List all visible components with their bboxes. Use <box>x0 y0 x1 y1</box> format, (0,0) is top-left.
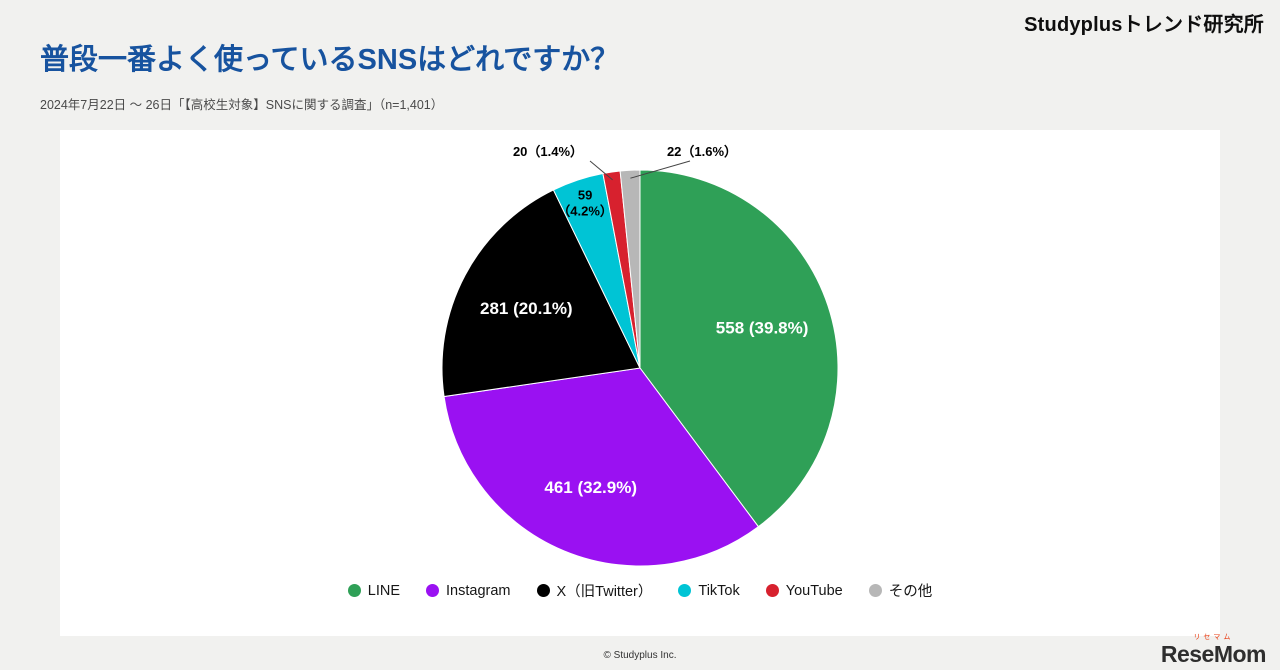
pie-chart: 558 (39.8%) 461 (32.9%) 281 (20.1%) 59 （4.2%… <box>441 144 839 567</box>
legend-label: YouTube <box>785 582 843 599</box>
pie-slice-6 <box>619 169 641 369</box>
legend-color-dot <box>678 584 692 597</box>
copyright: © Studyplus Inc. <box>603 650 677 661</box>
legend-label: TikTok <box>698 582 740 599</box>
pie-slice-2 <box>443 367 760 567</box>
resemom-wordmark: ReseMom <box>1160 641 1267 667</box>
slice-value-label: 22（1.6%） <box>667 144 737 159</box>
callout-leader-line <box>589 160 613 181</box>
chart-card: 558 (39.8%) 461 (32.9%) 281 (20.1%) 59 （4.2%… <box>60 130 1220 636</box>
slice-value-label: 281 (20.1%) <box>480 299 573 318</box>
slice-value-label: 558 (39.8%) <box>716 319 809 338</box>
page-title: 普段一番よく使っているSNSはどれですか？ <box>40 44 620 76</box>
legend-color-dot <box>765 584 779 597</box>
resemom-logo: リセマム ReseMom <box>1160 634 1267 667</box>
legend-item-5: YouTube <box>765 582 843 599</box>
chart-legend: LINE Instagram X（旧Twitter） TikTok YouTube その他 <box>60 580 1220 601</box>
legend-item-1: LINE <box>347 582 401 599</box>
legend-label: X（旧Twitter） <box>556 584 653 600</box>
resemom-furigana: リセマム <box>1193 634 1234 641</box>
legend-color-dot <box>868 584 882 597</box>
pie-slice-3 <box>441 189 641 398</box>
legend-item-6: その他 <box>868 580 933 601</box>
brand-logo: Studyplusトレンド研究所 <box>1024 14 1264 36</box>
legend-color-dot <box>347 584 361 597</box>
legend-item-3: X（旧Twitter） <box>536 580 653 601</box>
legend-label: LINE <box>367 582 401 599</box>
pie-slice-1 <box>639 169 839 528</box>
legend-label: その他 <box>888 584 933 600</box>
legend-label: Instagram <box>446 582 511 599</box>
slice-value-label: 59 （4.2%） <box>557 188 613 219</box>
slice-value-label: 461 (32.9%) <box>544 478 637 497</box>
legend-item-2: Instagram <box>426 582 511 599</box>
slice-value-label: 20（1.4%） <box>513 144 583 159</box>
callout-leader-line <box>630 160 691 179</box>
survey-subtitle: 2024年7月22日 ～ 26日「【高校生対象】SNSに関する調査」（n=1,4… <box>40 98 444 112</box>
legend-color-dot <box>426 584 440 597</box>
legend-color-dot <box>536 584 550 597</box>
legend-item-4: TikTok <box>678 582 740 599</box>
